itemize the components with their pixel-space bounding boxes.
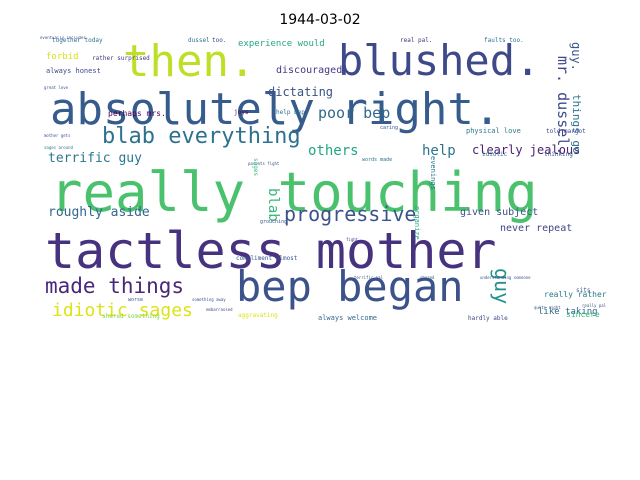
word: physical love xyxy=(466,127,521,135)
word: help bep xyxy=(276,109,305,116)
word: progressive xyxy=(284,202,417,226)
word: always welcome xyxy=(318,314,378,322)
word: tactless mother xyxy=(45,222,497,280)
word: really touching xyxy=(50,161,538,224)
word: something away xyxy=(192,297,226,302)
word: mother gets xyxy=(44,133,71,138)
word: hardly able xyxy=(468,315,508,322)
word: really pal xyxy=(582,303,607,308)
word: grouching xyxy=(260,219,288,225)
word: understanding someone xyxy=(480,275,531,280)
word: things go xyxy=(570,94,583,154)
word: bep began xyxy=(236,262,464,311)
word: others xyxy=(308,143,359,159)
word: worse xyxy=(128,297,144,303)
word-cloud: really touching tactless mother absolutely… xyxy=(40,36,620,326)
word: mr. dussel. xyxy=(554,56,572,156)
word: perhaps mrs. xyxy=(108,109,166,118)
word: parents fight xyxy=(248,161,280,166)
word: shared xyxy=(420,275,435,280)
word: dictating xyxy=(268,85,334,99)
word: sages around xyxy=(44,145,73,150)
word: thinking xyxy=(544,151,573,158)
word: words made xyxy=(362,157,393,163)
word: blab everything xyxy=(102,124,301,149)
word: never repeat xyxy=(500,223,573,234)
word: too. xyxy=(212,37,227,44)
word: blab xyxy=(265,188,281,222)
word: together today xyxy=(52,37,103,44)
word: roughly aside xyxy=(48,205,150,220)
word: experience would xyxy=(238,39,325,49)
word: absolutely right. xyxy=(50,84,501,135)
word: eventually includes xyxy=(40,36,86,40)
word: idiotic xyxy=(482,151,508,158)
word: told margot xyxy=(546,128,586,135)
word: made things xyxy=(45,274,185,298)
word: discouraged xyxy=(276,65,343,76)
word: help xyxy=(422,143,456,159)
word: embarrassed xyxy=(206,307,233,312)
word: caring xyxy=(380,125,399,131)
word: sages xyxy=(252,158,259,177)
word: sincere xyxy=(566,310,600,319)
word: terrific pal xyxy=(354,275,383,280)
word: forbid xyxy=(46,52,79,62)
word: idiotic sages xyxy=(52,300,193,321)
word: aggravating xyxy=(238,312,278,319)
word: joys xyxy=(234,109,249,116)
word: always honest xyxy=(46,67,101,75)
word: faults too. xyxy=(484,37,524,44)
word: poor bep xyxy=(318,104,391,122)
word: terrific guy xyxy=(48,151,142,166)
chart-title: 1944-03-02 xyxy=(279,12,361,28)
word: fight xyxy=(346,237,359,242)
word: rather surprised xyxy=(92,55,150,62)
word: clearly jealous xyxy=(472,143,581,157)
word: blushed. xyxy=(338,36,541,85)
word: like taking xyxy=(538,307,598,317)
word: given subject xyxy=(460,207,539,218)
word: really rather xyxy=(544,290,607,299)
word: then. xyxy=(123,36,256,87)
word: organize xyxy=(413,206,421,240)
word: great love xyxy=(44,85,69,90)
word: compliment almost xyxy=(236,255,298,262)
word: guy. xyxy=(569,42,583,71)
word: real pal. xyxy=(400,37,433,44)
word: guy xyxy=(490,268,514,305)
word: quite right xyxy=(534,305,561,310)
word: shared something xyxy=(102,313,160,320)
word: sits xyxy=(576,287,591,294)
word: evenings xyxy=(429,156,437,190)
word: dussel xyxy=(188,37,210,44)
